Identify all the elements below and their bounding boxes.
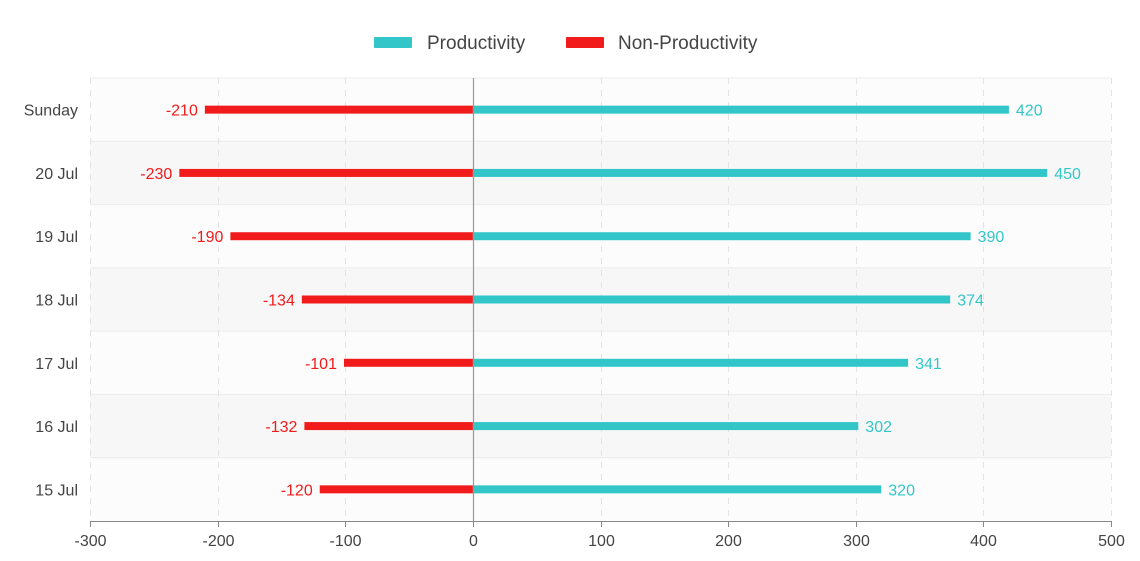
category-label: 18 Jul bbox=[35, 293, 78, 310]
legend-label-productivity[interactable]: Productivity bbox=[427, 33, 526, 54]
legend-swatch-productivity[interactable] bbox=[374, 37, 412, 48]
productivity-bar[interactable] bbox=[472, 358, 909, 367]
productivity-value-label: 341 bbox=[915, 356, 942, 373]
non-productivity-value-label: -132 bbox=[265, 419, 297, 436]
non-productivity-value-label: -230 bbox=[140, 166, 172, 183]
non-productivity-value-label: -190 bbox=[191, 229, 223, 246]
category-label: 17 Jul bbox=[35, 356, 78, 373]
non-productivity-value-label: -210 bbox=[166, 103, 198, 120]
productivity-value-label: 450 bbox=[1054, 166, 1081, 183]
labels: 420 -210 Sunday 450 -230 20 Jul 390 -190 19 Jul 3… bbox=[24, 103, 1081, 500]
legend-swatch-non-productivity[interactable] bbox=[566, 37, 604, 48]
legend-label-non-productivity[interactable]: Non-Productivity bbox=[618, 33, 758, 54]
x-tick-label: 0 bbox=[469, 533, 478, 550]
non-productivity-value-label: -134 bbox=[263, 293, 295, 310]
non-productivity-bar[interactable] bbox=[179, 168, 473, 177]
productivity-value-label: 420 bbox=[1016, 103, 1043, 120]
axes: -300 -200 -100 0 100 200 300 400 500 bbox=[74, 78, 1125, 550]
non-productivity-bar[interactable] bbox=[343, 358, 473, 367]
productivity-bar[interactable] bbox=[472, 168, 1048, 177]
productivity-value-label: 302 bbox=[865, 419, 892, 436]
x-tick-label: -100 bbox=[329, 533, 361, 550]
x-tick-label: 200 bbox=[715, 533, 742, 550]
category-label: 19 Jul bbox=[35, 229, 78, 246]
productivity-bar[interactable] bbox=[472, 105, 1009, 114]
x-tick-label: -200 bbox=[202, 533, 234, 550]
non-productivity-bar[interactable] bbox=[230, 232, 473, 241]
legend: Productivity Non-Productivity bbox=[374, 33, 758, 54]
x-tick-label: 300 bbox=[843, 533, 870, 550]
category-label: Sunday bbox=[24, 103, 78, 120]
x-tick-label: 400 bbox=[970, 533, 997, 550]
productivity-value-label: 390 bbox=[978, 229, 1005, 246]
non-productivity-value-label: -120 bbox=[281, 482, 313, 499]
non-productivity-bar[interactable] bbox=[304, 422, 473, 431]
category-label: 15 Jul bbox=[35, 482, 78, 499]
productivity-bar[interactable] bbox=[472, 295, 951, 304]
productivity-value-label: 320 bbox=[888, 482, 915, 499]
non-productivity-bar[interactable] bbox=[301, 295, 473, 304]
non-productivity-bar[interactable] bbox=[319, 485, 473, 494]
x-tick-label: -300 bbox=[74, 533, 106, 550]
x-tick-label: 500 bbox=[1098, 533, 1125, 550]
x-tick-label: 100 bbox=[588, 533, 615, 550]
productivity-value-label: 374 bbox=[957, 293, 984, 310]
productivity-bar[interactable] bbox=[472, 232, 971, 241]
bars bbox=[179, 105, 1048, 494]
category-label: 20 Jul bbox=[35, 166, 78, 183]
category-label: 16 Jul bbox=[35, 419, 78, 436]
productivity-bar[interactable] bbox=[472, 485, 882, 494]
non-productivity-bar[interactable] bbox=[204, 105, 473, 114]
non-productivity-value-label: -101 bbox=[305, 356, 337, 373]
productivity-bar[interactable] bbox=[472, 422, 859, 431]
